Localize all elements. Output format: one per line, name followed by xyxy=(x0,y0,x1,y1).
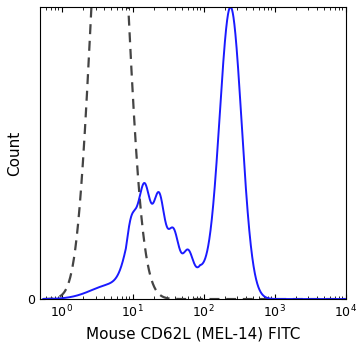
X-axis label: Mouse CD62L (MEL-14) FITC: Mouse CD62L (MEL-14) FITC xyxy=(86,326,300,341)
Y-axis label: Count: Count xyxy=(7,130,22,176)
